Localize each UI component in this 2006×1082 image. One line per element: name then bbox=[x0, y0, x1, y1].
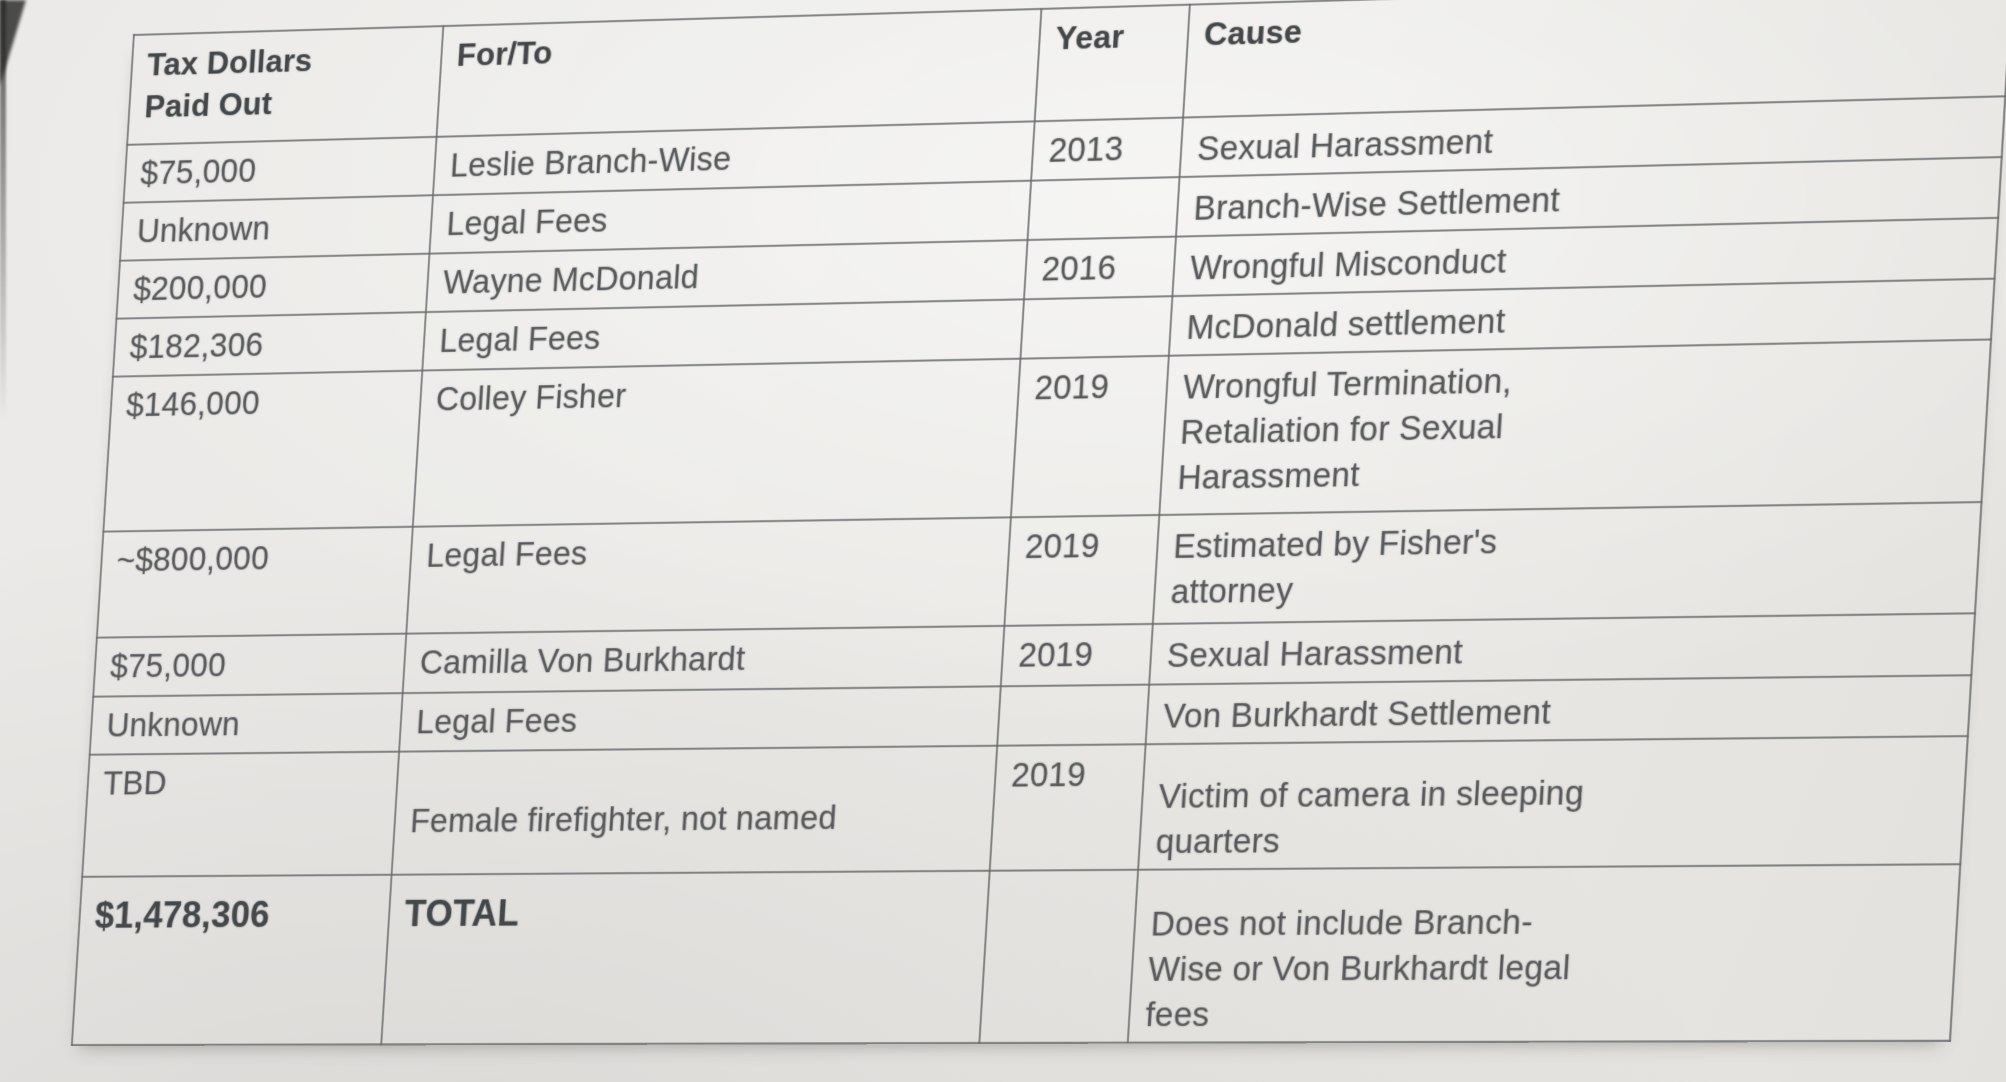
col-header-year: Year bbox=[1034, 4, 1190, 122]
cell-for-to: Colley Fisher bbox=[412, 358, 1021, 527]
cell-for-to: Legal Fees bbox=[406, 517, 1011, 634]
cause-line: fees bbox=[1144, 995, 1211, 1034]
cell-amount: $75,000 bbox=[93, 633, 407, 697]
cell-amount: TBD bbox=[82, 751, 400, 877]
cell-amount: $146,000 bbox=[103, 370, 423, 532]
cell-total-label: TOTAL bbox=[381, 870, 990, 1045]
cell-amount: $182,306 bbox=[112, 312, 426, 377]
cell-for-to: Female firefighter, not named bbox=[391, 745, 998, 875]
cell-amount: Unknown bbox=[120, 195, 434, 261]
cell-year bbox=[997, 684, 1150, 746]
settlements-table: Tax Dollars Paid Out For/To Year Cause $… bbox=[71, 0, 2006, 1046]
cell-amount: $200,000 bbox=[116, 253, 430, 319]
cell-year: 2013 bbox=[1031, 117, 1184, 181]
cell-total-amount: $1,478,306 bbox=[71, 874, 392, 1046]
table-total-row: $1,478,306 TOTAL Does not include Branch… bbox=[71, 864, 1961, 1046]
cell-year: 2016 bbox=[1023, 236, 1176, 300]
cause-line: quarters bbox=[1154, 821, 1282, 861]
header-line: Paid Out bbox=[143, 84, 274, 125]
cell-amount: Unknown bbox=[89, 693, 403, 755]
cell-amount: ~$800,000 bbox=[96, 526, 413, 638]
cell-year: 2019 bbox=[1004, 514, 1160, 626]
cell-year: 2019 bbox=[1010, 355, 1169, 518]
cell-cause: Sexual Harassment bbox=[1149, 613, 1975, 685]
cell-for-to: Camilla Von Burkhardt bbox=[402, 625, 1005, 694]
cell-year bbox=[1027, 177, 1180, 241]
cell-year bbox=[979, 869, 1139, 1043]
cell-cause: Wrongful Termination, Retaliation for Se… bbox=[1159, 339, 1992, 515]
cell-for-to: Legal Fees bbox=[399, 686, 1001, 752]
cell-cause: Estimated by Fisher's attorney bbox=[1152, 502, 1982, 624]
cause-line: Von Burkhardt Settlement bbox=[1162, 692, 1553, 735]
settlements-table-wrap: Tax Dollars Paid Out For/To Year Cause $… bbox=[71, 0, 2006, 1046]
cause-line: Victim of camera in sleeping bbox=[1157, 773, 1586, 816]
cell-cause: Victim of camera in sleeping quarters bbox=[1138, 736, 1968, 870]
photo-left-edge-shadow bbox=[0, 0, 6, 420]
cell-cause: Does not include Branch- Wise or Von Bur… bbox=[1127, 864, 1961, 1043]
cell-amount: $75,000 bbox=[123, 136, 437, 203]
cause-line: McDonald settlement bbox=[1185, 301, 1507, 347]
col-header-for-to: For/To bbox=[436, 8, 1042, 137]
col-header-tax-dollars-paid-out: Tax Dollars Paid Out bbox=[127, 26, 444, 145]
table-row: TBD Female firefighter, not named 2019 V… bbox=[82, 736, 1968, 877]
cell-year: 2019 bbox=[989, 744, 1146, 871]
cause-line: Wise or Von Burkhardt legal bbox=[1147, 947, 1572, 989]
cell-year: 2019 bbox=[1000, 623, 1153, 687]
cell-year bbox=[1020, 296, 1173, 359]
cause-line: Does not include Branch- bbox=[1149, 902, 1534, 943]
cause-line: Sexual Harassment bbox=[1165, 632, 1464, 675]
cell-cause: Von Burkhardt Settlement bbox=[1145, 675, 1972, 745]
